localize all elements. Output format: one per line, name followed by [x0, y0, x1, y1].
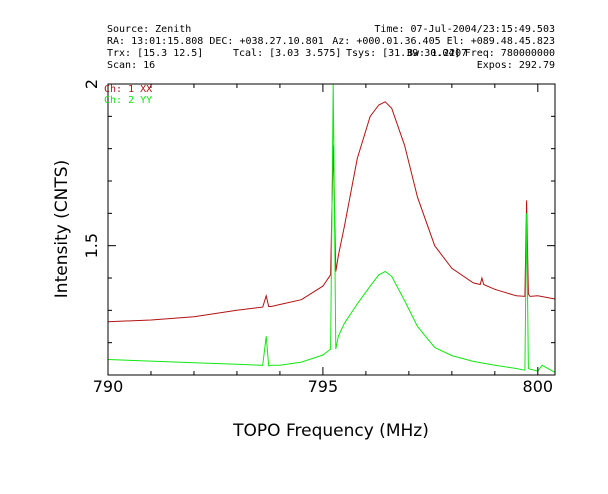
- header-tcal: Tcal: [3.03 3.575]: [233, 48, 342, 59]
- series-line-ch2: [107, 83, 556, 373]
- header-source: Source: Zenith: [107, 24, 192, 35]
- header-time: Time: 07-Jul-2004/23:15:49.503: [374, 24, 555, 35]
- header-scan: Scan: 16: [107, 60, 156, 71]
- plot-frame: [107, 83, 556, 376]
- header-trx: Trx: [15.3 12.5]: [107, 48, 204, 59]
- legend-entry-ch1: Ch: 1 XX: [104, 84, 152, 95]
- series-line-ch1: [107, 101, 556, 323]
- header-expos: Expos: 292.79: [476, 60, 555, 71]
- tick-layer: 790 795 800 1.5 2: [82, 79, 555, 396]
- header-ra-dec: RA: 13:01:15.808 DEC: +038.27.10.801: [107, 36, 324, 47]
- header-tsys: Tsys: [31.39 30.04]: [346, 48, 461, 59]
- x-tick-label: 790: [93, 377, 124, 396]
- header-az-el: Az: +000.01.36.405 El: +089.48.45.823: [332, 36, 555, 47]
- y-tick-label: 2: [82, 79, 101, 89]
- y-axis-label: Intensity (CNTS): [52, 160, 72, 298]
- legend-entry-ch2: Ch: 2 YY: [104, 95, 152, 106]
- x-tick-label: 800: [523, 377, 554, 396]
- series-layer: [107, 83, 556, 373]
- y-tick-label: 1.5: [82, 233, 101, 258]
- header-freq: Freq: 780000000: [464, 48, 555, 59]
- x-axis-label: TOPO Frequency (MHz): [232, 421, 429, 441]
- x-tick-label: 795: [308, 377, 339, 396]
- header-bw: Bw: 1.2207: [407, 48, 468, 59]
